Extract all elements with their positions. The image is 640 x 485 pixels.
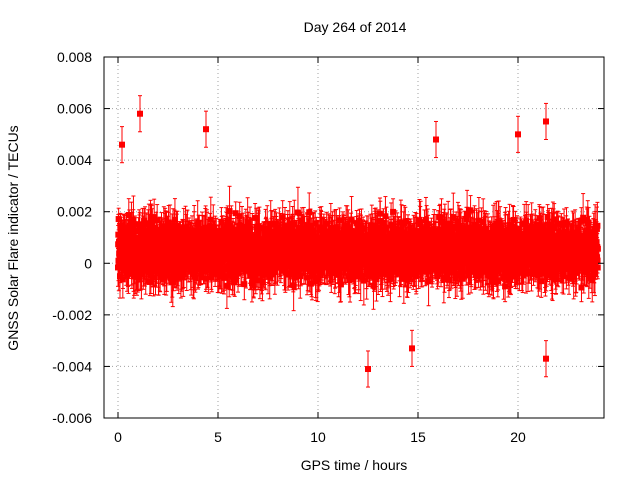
data-point: [252, 215, 258, 221]
data-series: [115, 96, 601, 387]
series-group: [115, 96, 601, 387]
chart-title: Day 264 of 2014: [304, 19, 407, 35]
